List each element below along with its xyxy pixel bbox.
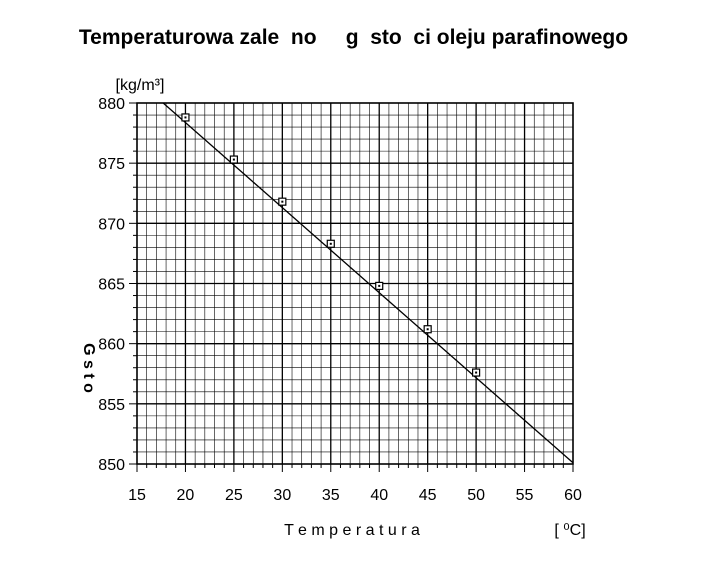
- x-tick-label: 60: [564, 487, 582, 504]
- x-tick-label: 50: [467, 487, 485, 504]
- data-point-center: [281, 200, 284, 203]
- x-tick-label: 35: [322, 487, 340, 504]
- x-tick-labels: 15 20 25 30 35 40 45 50 55 60: [128, 487, 582, 504]
- tick-marks: [129, 102, 574, 472]
- x-axis-unit: [ ⁰C]: [554, 522, 585, 539]
- data-points: [181, 113, 481, 377]
- x-tick-label: 20: [177, 487, 195, 504]
- x-tick-label: 55: [516, 487, 534, 504]
- y-axis-label: G s t o: [80, 343, 97, 393]
- y-axis-unit: [kg/m³]: [116, 77, 165, 94]
- y-tick-label: 865: [98, 277, 125, 294]
- x-tick-label: 45: [419, 487, 437, 504]
- y-tick-label: 860: [98, 337, 125, 354]
- major-grid: [137, 103, 573, 464]
- y-tick-label: 880: [98, 96, 125, 113]
- x-tick-label: 15: [128, 487, 146, 504]
- data-point-center: [184, 116, 187, 119]
- chart-title: Temperaturowa zale no g sto ci oleju par…: [78, 26, 629, 49]
- y-tick-label: 850: [98, 457, 125, 474]
- y-tick-label: 875: [98, 156, 125, 173]
- data-point-center: [378, 284, 381, 287]
- y-tick-label: 855: [98, 397, 125, 414]
- y-tick-labels: 850 855 860 865 870 875 880: [98, 96, 125, 474]
- x-tick-label: 25: [225, 487, 243, 504]
- data-point-center: [426, 328, 429, 331]
- data-point-center: [475, 371, 478, 374]
- x-axis-label: T e m p e r a t u r a: [284, 522, 420, 539]
- x-tick-label: 30: [273, 487, 291, 504]
- data-point-center: [232, 158, 235, 161]
- y-tick-label: 870: [98, 216, 125, 233]
- x-tick-label: 40: [370, 487, 388, 504]
- data-point-center: [329, 242, 332, 245]
